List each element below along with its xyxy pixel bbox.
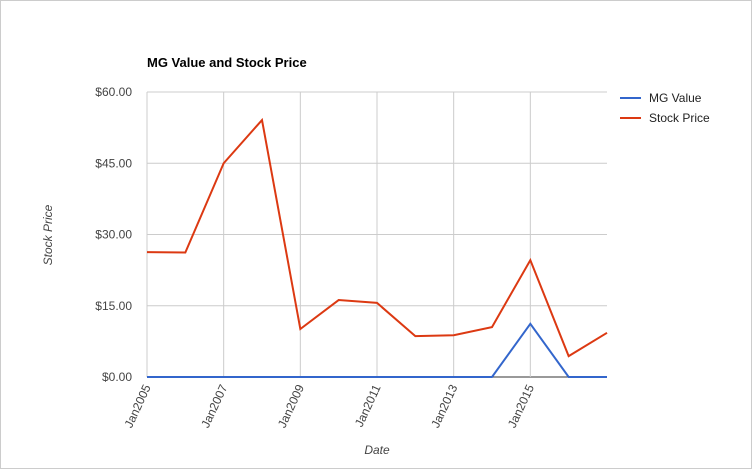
line-series [147, 322, 607, 378]
chart-title: MG Value and Stock Price [147, 55, 307, 70]
y-axis-title: Stock Price [41, 204, 55, 265]
legend-label: MG Value [649, 91, 702, 105]
line-series [146, 117, 608, 358]
y-tick-label: $60.00 [95, 85, 132, 99]
legend-label: Stock Price [649, 111, 710, 125]
y-tick-label: $15.00 [95, 299, 132, 313]
y-tick-label: $30.00 [95, 228, 132, 242]
y-tick-label: $0.00 [102, 370, 132, 384]
x-axis-title: Date [364, 443, 390, 457]
y-tick-label: $45.00 [95, 156, 132, 170]
